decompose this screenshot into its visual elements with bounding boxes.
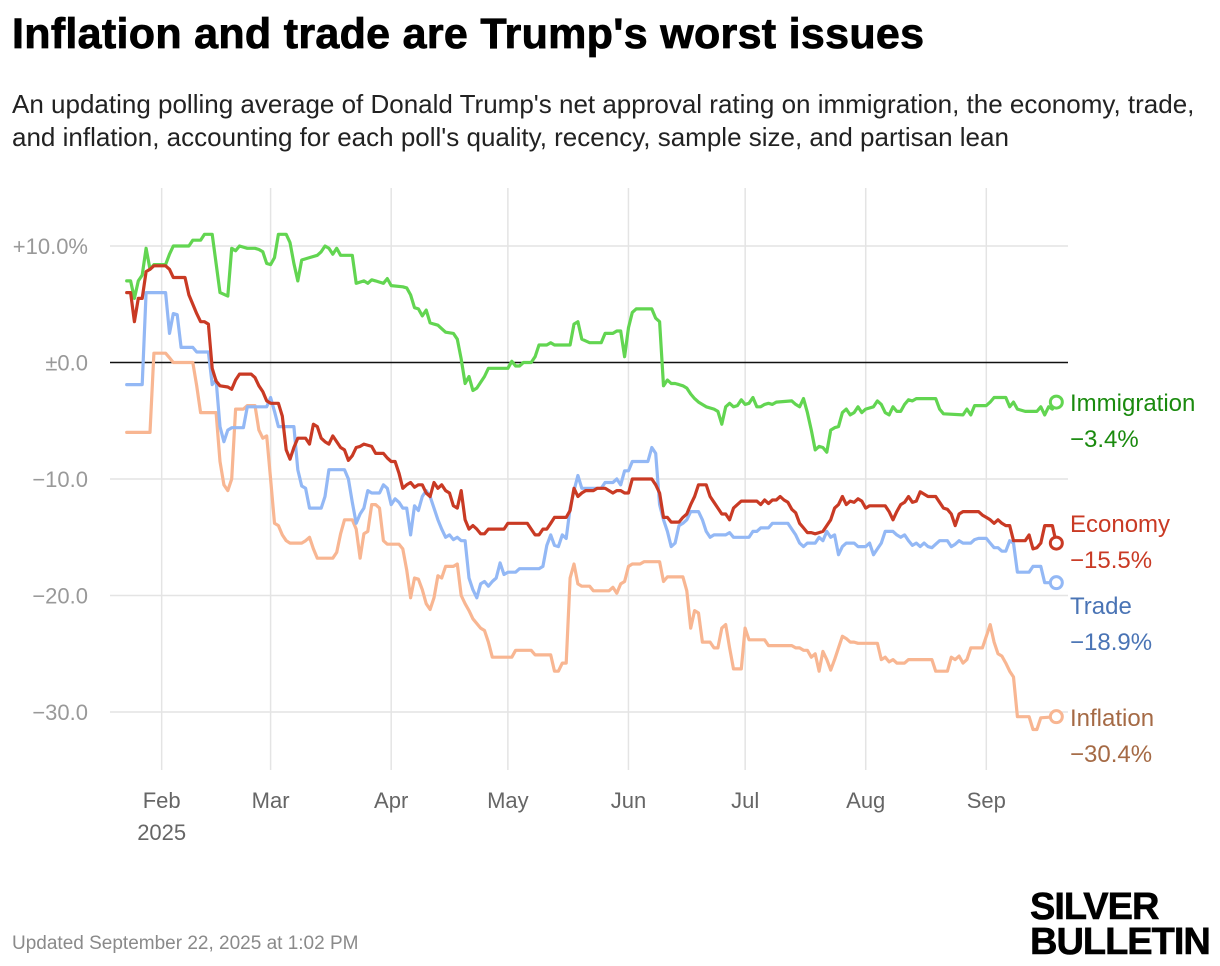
x-tick-label: Feb: [143, 788, 181, 813]
axis-labels: Feb 2025 Mar Apr May Jun Jul Aug Sep +10.0% ±0.0 −1…: [13, 234, 1006, 845]
series-line-economy: [125, 264, 1058, 551]
brand-logo: SILVER BULLETIN: [1030, 886, 1220, 963]
updated-timestamp: Updated September 22, 2025 at 1:02 PM: [12, 933, 359, 954]
end-marker-immigration: [1048, 394, 1064, 410]
x-tick-sublabel: 2025: [137, 820, 186, 845]
x-tick-label: Jul: [731, 788, 759, 813]
end-marker-inflation: [1048, 709, 1064, 725]
series-value-label: −18.9%: [1070, 629, 1152, 656]
series-name-label: Inflation: [1070, 705, 1154, 732]
chart-title: Inflation and trade are Trump's worst is…: [12, 10, 925, 59]
series-value-label: −30.4%: [1070, 741, 1152, 768]
line-chart: Feb 2025 Mar Apr May Jun Jul Aug Sep +10.0% ±0.0 −1…: [13, 188, 1195, 845]
x-tick-label: Mar: [252, 788, 290, 813]
series-name-label: Economy: [1070, 511, 1170, 538]
x-tick-label: Aug: [846, 788, 885, 813]
brand-line-2: BULLETIN: [1030, 921, 1211, 963]
series-value-label: −3.4%: [1070, 426, 1139, 453]
gridlines: [110, 188, 1068, 770]
series-name-label: Trade: [1070, 593, 1132, 620]
y-tick-label: −30.0: [32, 700, 88, 725]
y-tick-label: +10.0%: [13, 234, 88, 259]
y-tick-label: −10.0: [32, 467, 88, 492]
x-tick-label: May: [487, 788, 529, 813]
series-line-immigration: [125, 232, 1058, 454]
end-labels: Immigration −3.4% Economy −15.5% Trade −18.9%…: [1048, 390, 1195, 768]
series-lines: [125, 232, 1058, 732]
y-tick-label: ±0.0: [45, 351, 88, 376]
x-tick-label: Sep: [967, 788, 1006, 813]
series-name-label: Immigration: [1070, 390, 1195, 417]
end-marker-economy: [1048, 535, 1064, 551]
series-line-inflation: [125, 351, 1058, 732]
end-marker-trade: [1048, 575, 1064, 591]
x-tick-label: Apr: [374, 788, 408, 813]
chart-subtitle: An updating polling average of Donald Tr…: [12, 89, 1195, 152]
x-tick-label: Jun: [611, 788, 646, 813]
series-line-trade: [125, 291, 1058, 600]
series-value-label: −15.5%: [1070, 547, 1152, 574]
y-tick-label: −20.0: [32, 584, 88, 609]
brand-line-1: SILVER: [1030, 886, 1160, 928]
